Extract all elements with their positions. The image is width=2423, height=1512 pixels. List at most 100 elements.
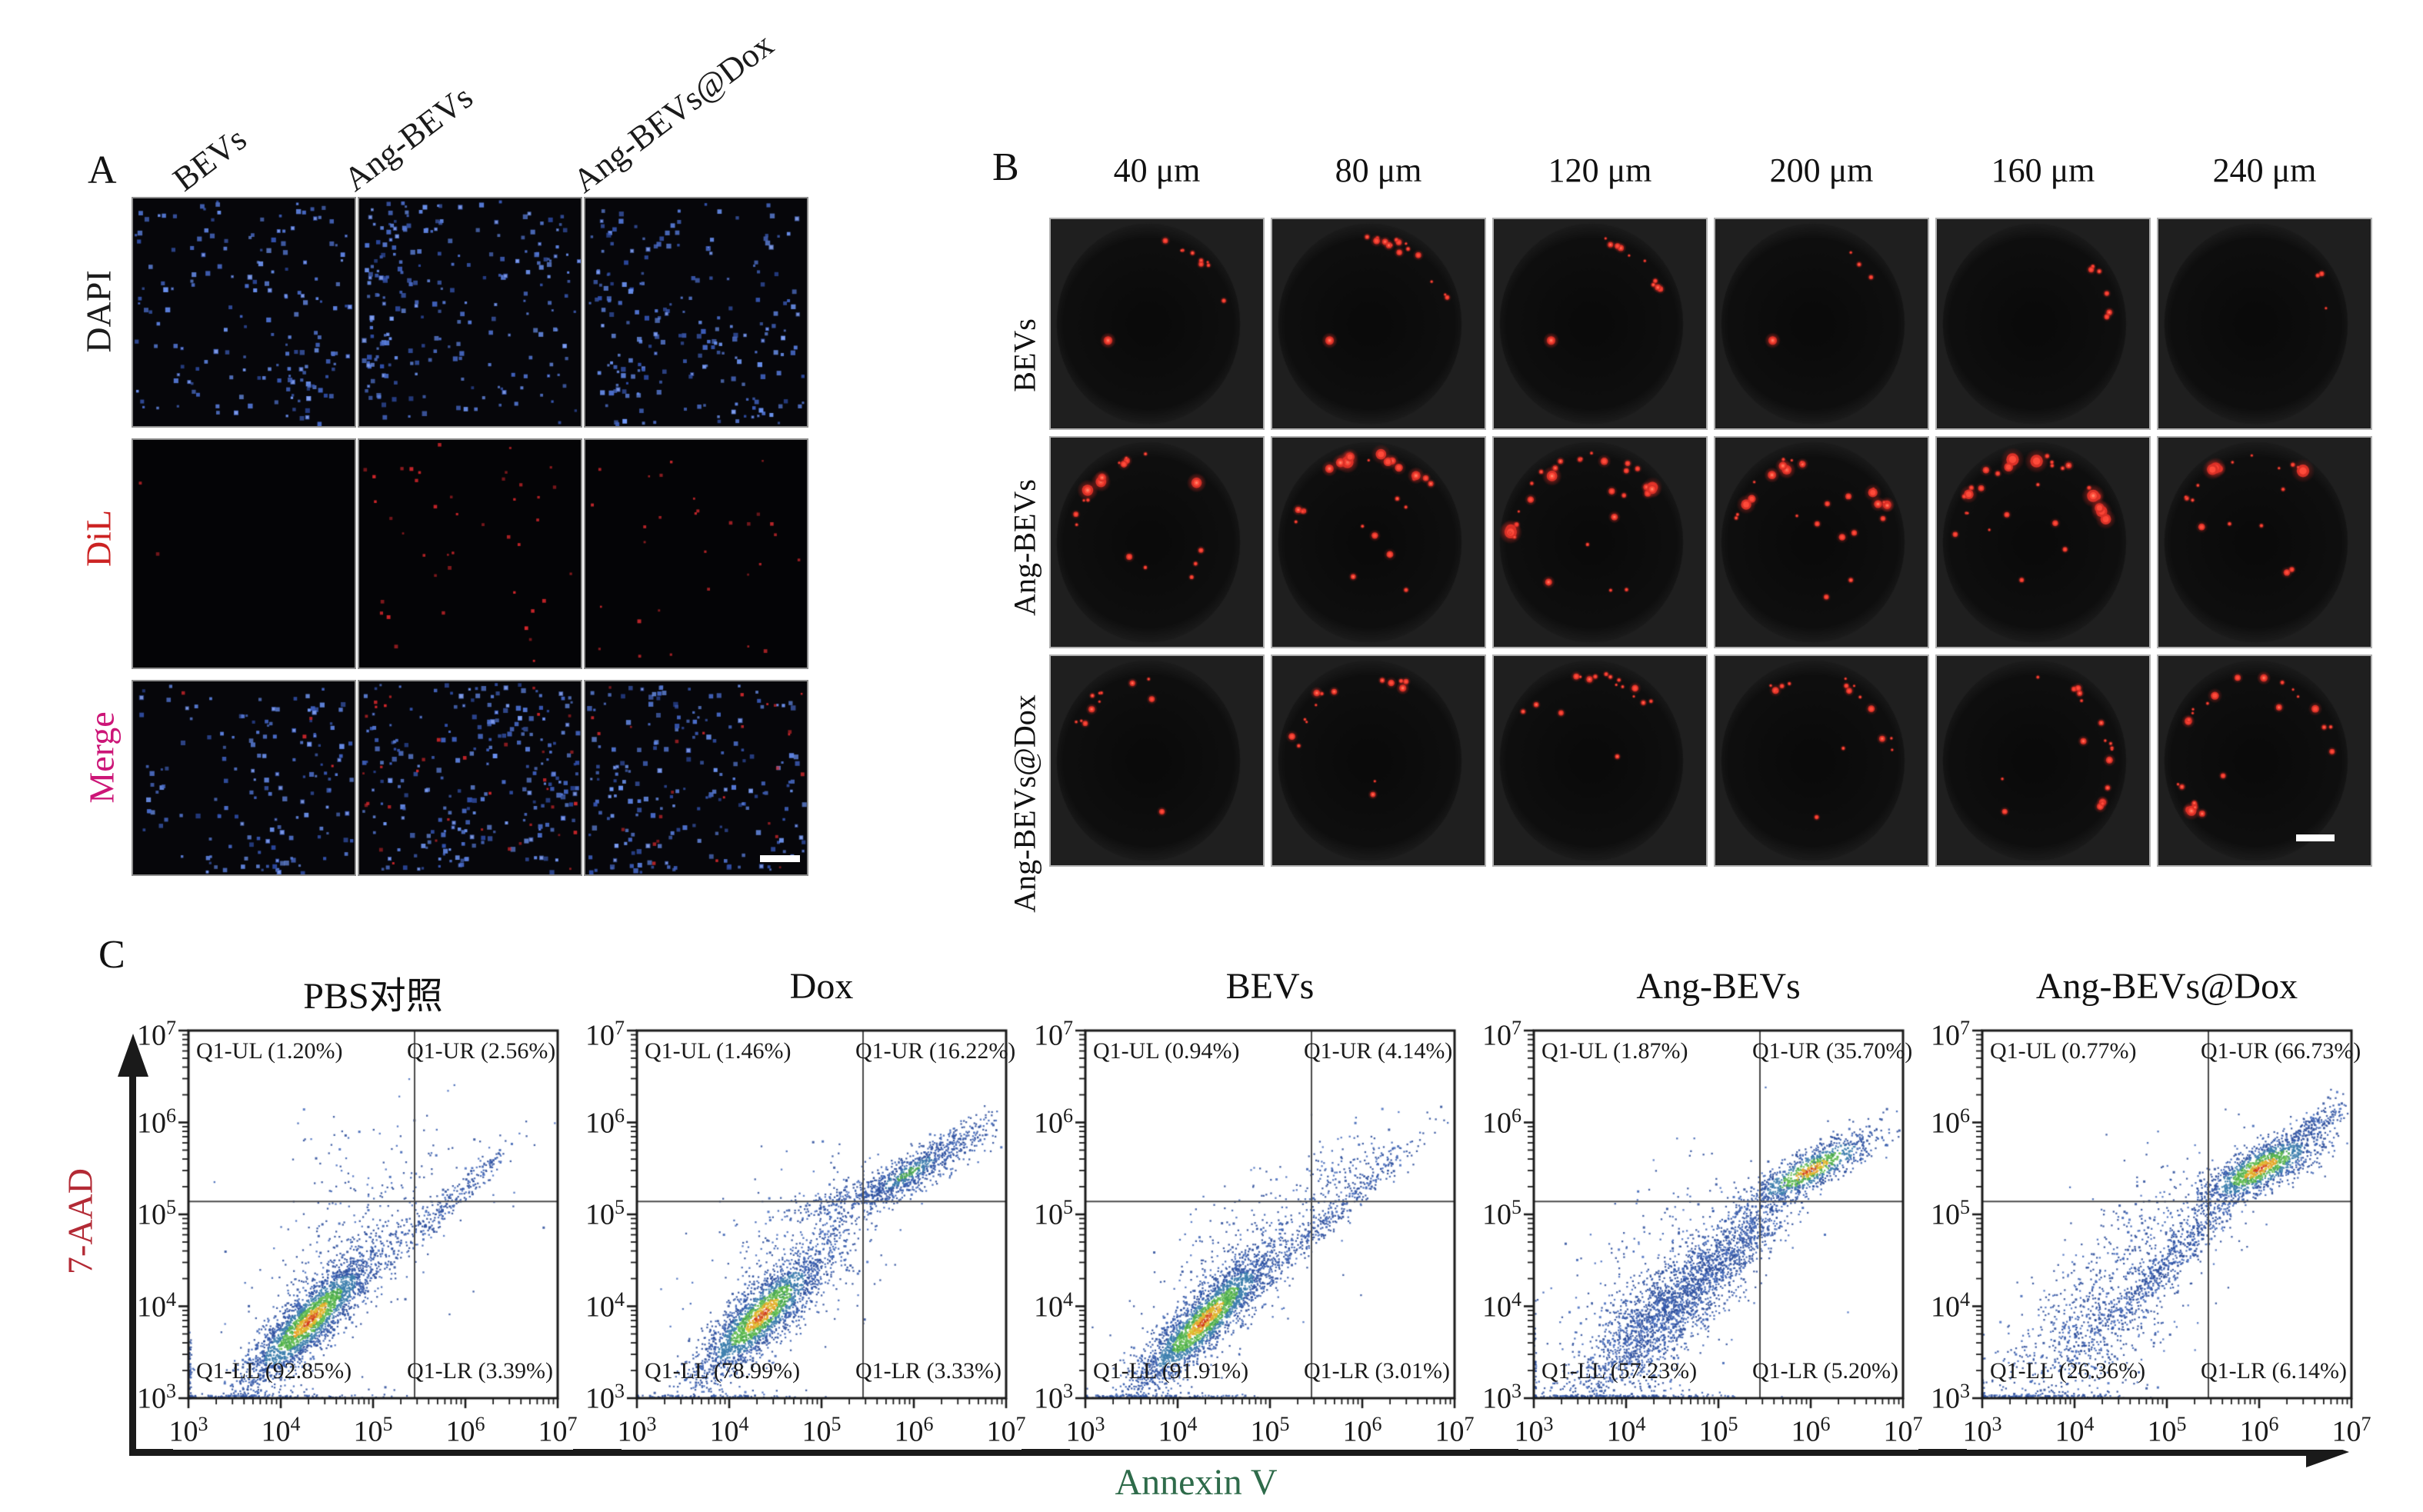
spheroid-image-canvas: [1494, 438, 1706, 647]
flow-plot-title: PBS对照: [303, 976, 443, 1017]
quadrant-label-ul: Q1-UL (1.46%): [645, 1038, 792, 1064]
y-tick-label: 103: [1034, 1380, 1073, 1415]
flow-scatter-canvas: [1070, 1019, 1470, 1450]
quadrant-label-ll: Q1-LL (26.36%): [1990, 1358, 2146, 1384]
micrograph-canvas: [359, 440, 581, 668]
x-tick-label: 106: [445, 1413, 485, 1448]
flow-plot-title: Ang-BEVs: [1636, 966, 1801, 1007]
quadrant-label-ul: Q1-UL (0.77%): [1990, 1038, 2137, 1064]
quadrant-label-ll: Q1-LL (78.99%): [645, 1358, 801, 1384]
y-tick-label: 107: [1931, 1017, 1970, 1052]
quadrant-label-lr: Q1-LR (3.01%): [1304, 1358, 1450, 1384]
flow-scatter-canvas: [1518, 1019, 1918, 1450]
x-tick-label: 104: [1158, 1413, 1198, 1448]
spheroid-image-canvas: [2158, 656, 2371, 865]
panel-a-cell-dil-bevs: [132, 438, 356, 669]
flow-y-axis-line: [129, 1075, 136, 1455]
quadrant-label-lr: Q1-LR (3.33%): [855, 1358, 1002, 1384]
panel-a-row-label-dil: DiL: [78, 509, 118, 568]
y-tick-label: 104: [1482, 1287, 1521, 1324]
panel-b-cell-ang-bevs-80-m: [1271, 436, 1486, 648]
y-tick-label: 105: [137, 1196, 176, 1231]
panel-a-column-label-ang-bevs: Ang-BEVs: [336, 78, 480, 199]
x-tick-label: 105: [353, 1413, 393, 1448]
spheroid-image-canvas: [1937, 656, 2149, 865]
panel-b-row-label-bevs: BEVs: [1007, 318, 1042, 392]
y-tick-label: 103: [1931, 1380, 1970, 1415]
y-tick-label: 106: [585, 1104, 625, 1140]
y-tick-label: 107: [137, 1017, 176, 1052]
y-tick-label: 106: [1482, 1104, 1521, 1140]
panel-b-cell-ang-bevs-dox-240-m: [2157, 654, 2372, 867]
x-tick-label: 103: [1962, 1413, 2002, 1448]
x-tick-label: 105: [1698, 1413, 1738, 1448]
x-tick-label: 106: [894, 1413, 934, 1448]
spheroid-image-canvas: [1272, 219, 1485, 428]
spheroid-image-canvas: [2158, 219, 2371, 428]
quadrant-label-ul: Q1-UL (1.87%): [1541, 1038, 1688, 1064]
x-tick-label: 106: [2239, 1413, 2279, 1448]
panel-b-cell-bevs-40-m: [1049, 218, 1265, 430]
x-tick-label: 105: [802, 1413, 842, 1448]
panel-b-cell-ang-bevs-dox-80-m: [1271, 654, 1486, 867]
panel-c-letter: C: [98, 933, 125, 977]
panel-b-cell-ang-bevs-200-m: [1714, 436, 1929, 648]
panel-b-row-label-ang-bevs-dox: Ang-BEVs@Dox: [1007, 694, 1042, 913]
y-tick-label: 104: [1931, 1287, 1970, 1324]
panel-b-column-label-40-m: 40 μm: [1113, 152, 1201, 189]
panel-a-cell-dil-ang-bevs: [358, 438, 582, 669]
panel-b-row-label-ang-bevs: Ang-BEVs: [1007, 479, 1042, 616]
quadrant-label-ll: Q1-LL (57.23%): [1541, 1358, 1698, 1384]
x-tick-label: 107: [1883, 1413, 1923, 1448]
panel-b-scale-bar: [2296, 834, 2335, 841]
micrograph-canvas: [133, 440, 355, 668]
panel-b-column-label-200-m: 200 μm: [1769, 152, 1874, 189]
panel-a-cell-merge-ang-bevs: [358, 680, 582, 876]
x-tick-label: 104: [261, 1413, 301, 1448]
quadrant-label-ul: Q1-UL (1.20%): [196, 1038, 343, 1064]
panel-b-column-label-80-m: 80 μm: [1335, 152, 1422, 189]
spheroid-image-canvas: [1937, 219, 2149, 428]
x-tick-label: 107: [538, 1413, 578, 1448]
panel-b-column-label-120-m: 120 μm: [1548, 152, 1652, 189]
flow-y-axis-label: 7-AAD: [60, 1168, 100, 1274]
panel-b-cell-ang-bevs-40-m: [1049, 436, 1265, 648]
flow-plot-ang-bevs-dox: Ang-BEVs@Dox 107 106 105 104 103 103 104 105 106 1…: [1905, 965, 2413, 1488]
quadrant-label-ur: Q1-UR (35.70%): [1752, 1038, 1913, 1064]
micrograph-canvas: [133, 681, 355, 874]
spheroid-image-canvas: [1051, 219, 1263, 428]
x-tick-label: 104: [2055, 1413, 2095, 1448]
quadrant-label-ur: Q1-UR (2.56%): [407, 1038, 556, 1064]
spheroid-image-canvas: [1272, 656, 1485, 865]
spheroid-image-canvas: [1051, 438, 1263, 647]
spheroid-image-canvas: [1051, 656, 1263, 865]
x-tick-label: 106: [1342, 1413, 1382, 1448]
micrograph-canvas: [133, 198, 355, 426]
quadrant-label-ur: Q1-UR (16.22%): [855, 1038, 1016, 1064]
flow-plot-pbs: PBS对照 107 106 105 104 103 103 104 105 106 107 Q1-UL…: [112, 965, 619, 1488]
panel-a-column-label-ang-bevs-dox: Ang-BEVs@Dox: [565, 25, 781, 201]
panel-b-cell-ang-bevs-dox-40-m: [1049, 654, 1265, 867]
micrograph-canvas: [585, 681, 807, 874]
panel-b-cell-bevs-240-m: [2157, 218, 2372, 430]
flow-plot-dox: Dox 107 106 105 104 103 103 104 105 106 107 Q1-UL (…: [560, 965, 1068, 1488]
x-tick-label: 105: [2147, 1413, 2187, 1448]
quadrant-label-ll: Q1-LL (92.85%): [196, 1358, 352, 1384]
flow-y-axis-arrowhead-icon: [118, 1034, 148, 1077]
flow-x-axis-label: Annexin V: [1115, 1462, 1278, 1503]
panel-a-cell-merge-bevs: [132, 680, 356, 876]
quadrant-label-ul: Q1-UL (0.94%): [1093, 1038, 1240, 1064]
panel-b-column-label-160-m: 160 μm: [1991, 152, 2095, 189]
spheroid-image-canvas: [1494, 219, 1706, 428]
spheroid-image-canvas: [2158, 438, 2371, 647]
x-tick-label: 107: [1435, 1413, 1475, 1448]
x-tick-label: 104: [709, 1413, 749, 1448]
y-tick-label: 107: [585, 1017, 625, 1052]
panel-a-column-label-bevs: BEVs: [165, 119, 254, 199]
y-tick-label: 103: [1482, 1380, 1521, 1415]
quadrant-label-lr: Q1-LR (5.20%): [1752, 1358, 1898, 1384]
panel-b-cell-ang-bevs-dox-160-m: [1935, 654, 2151, 867]
quadrant-label-lr: Q1-LR (6.14%): [2201, 1358, 2347, 1384]
panel-b-cell-bevs-120-m: [1492, 218, 1708, 430]
